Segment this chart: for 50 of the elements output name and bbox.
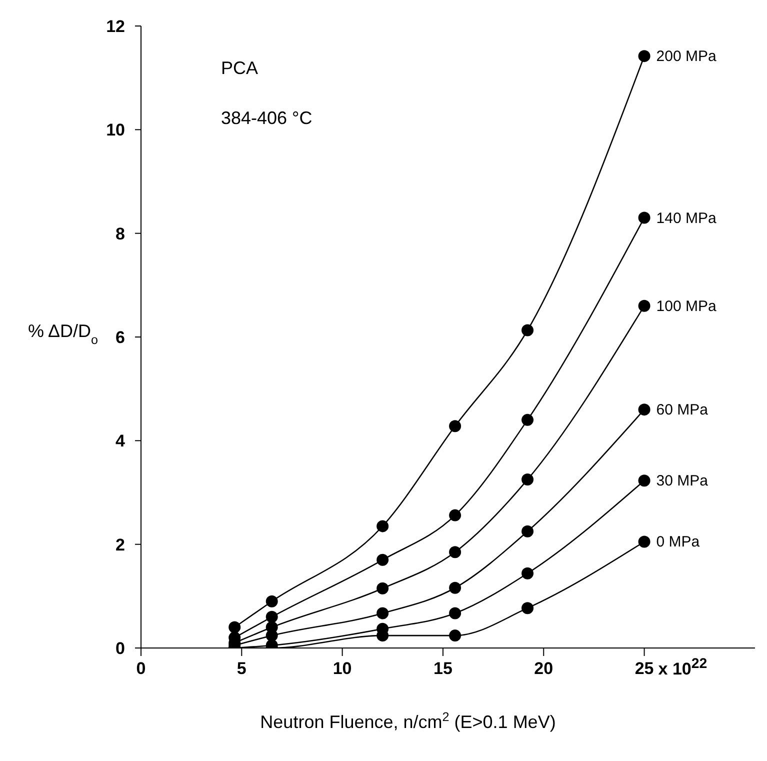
series-label: 100 MPa bbox=[656, 298, 717, 315]
series-label: 200 MPa bbox=[656, 48, 717, 66]
point bbox=[376, 520, 389, 532]
y-tick-label: 4 bbox=[116, 432, 126, 451]
annotation: PCA bbox=[221, 58, 258, 79]
point bbox=[522, 324, 534, 336]
point bbox=[449, 607, 462, 620]
point bbox=[638, 50, 650, 62]
point bbox=[522, 567, 534, 580]
y-axis-title: % ΔD/D$_{o}$ bbox=[28, 321, 98, 347]
x-tick-label: 15 bbox=[434, 659, 452, 678]
x-tick-label: 0 bbox=[136, 659, 146, 678]
y-tick-label: 12 bbox=[106, 17, 125, 36]
x-tick-label: 20 bbox=[534, 659, 554, 678]
point bbox=[376, 607, 389, 620]
point bbox=[638, 404, 650, 416]
point bbox=[376, 582, 389, 594]
series-label: 60 MPa bbox=[656, 402, 709, 419]
point bbox=[638, 474, 650, 487]
y-tick-label: 0 bbox=[116, 639, 125, 658]
series-label: 0 MPa bbox=[656, 534, 700, 551]
annotation: 384-406 °C bbox=[221, 108, 312, 129]
series-label: 30 MPa bbox=[656, 472, 709, 490]
point bbox=[449, 582, 462, 594]
y-tick-label: 8 bbox=[116, 224, 125, 244]
y-tick-label: 2 bbox=[116, 535, 125, 554]
y-tick-label: 10 bbox=[106, 120, 125, 140]
point bbox=[449, 630, 462, 642]
point bbox=[266, 630, 278, 642]
point bbox=[449, 546, 462, 558]
point bbox=[522, 602, 534, 614]
x-tick-label: 25 bbox=[634, 659, 654, 678]
point bbox=[449, 420, 462, 432]
point bbox=[638, 300, 650, 312]
point bbox=[522, 414, 534, 426]
x-tick-label: 10 bbox=[332, 659, 352, 678]
point bbox=[638, 212, 650, 224]
point bbox=[449, 509, 462, 522]
point bbox=[522, 474, 534, 486]
point bbox=[522, 525, 534, 538]
series-label: 140 MPa bbox=[656, 210, 717, 227]
point bbox=[376, 554, 389, 566]
point bbox=[228, 621, 241, 634]
y-tick-label: 6 bbox=[116, 328, 125, 347]
point bbox=[266, 595, 278, 608]
x-tick-label: 5 bbox=[236, 659, 246, 678]
point bbox=[638, 536, 650, 548]
point bbox=[266, 610, 278, 623]
x-axis-title: Neutron Fluence, n/cm$^{2}$ (E>0.1 MeV) bbox=[260, 710, 556, 732]
text: x 10$^{22}$ bbox=[658, 656, 708, 680]
